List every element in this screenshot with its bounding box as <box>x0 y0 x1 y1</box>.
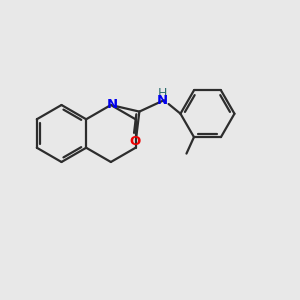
Text: H: H <box>158 87 167 100</box>
Text: O: O <box>130 135 141 148</box>
Text: N: N <box>157 94 168 107</box>
Text: N: N <box>106 98 118 111</box>
